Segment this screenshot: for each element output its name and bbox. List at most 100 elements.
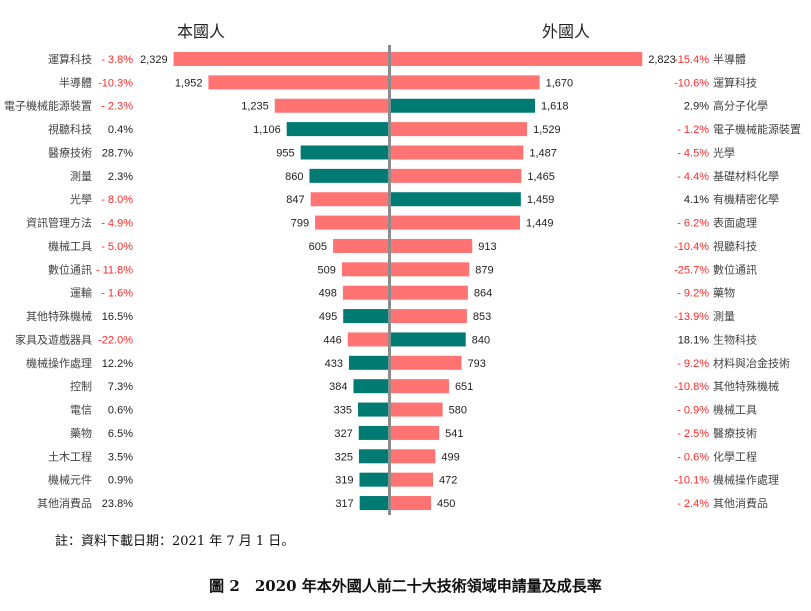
value-label: 319: [335, 475, 353, 487]
value-label: 327: [334, 428, 352, 440]
value-label: 864: [474, 288, 492, 300]
growth-label: - 2.5%: [677, 428, 709, 440]
category-label: 光學: [713, 145, 735, 159]
growth-label: 2.9%: [684, 101, 709, 113]
category-label: 視聽科技: [713, 239, 757, 253]
value-label: 325: [335, 451, 353, 463]
growth-label: - 1.6%: [101, 288, 133, 300]
domestic-bar: [309, 168, 389, 183]
category-label: 電信: [70, 404, 92, 417]
category-label: 材料與冶金技術: [713, 356, 790, 370]
growth-label: 0.9%: [108, 475, 133, 487]
foreign-bar: [391, 168, 522, 183]
category-label: 機械元件: [48, 473, 92, 487]
category-label: 生物科技: [713, 332, 757, 346]
foreign-bar: [391, 192, 521, 207]
growth-label: 28.7%: [102, 147, 133, 159]
right-panel-title: 外國人: [542, 22, 591, 41]
category-label: 機械操作處理: [713, 473, 779, 487]
value-label: 495: [319, 311, 337, 323]
value-label: 1,618: [541, 101, 569, 113]
category-label: 電子機械能源裝置: [713, 122, 801, 136]
growth-label: - 11.8%: [96, 264, 133, 276]
growth-label: - 9.2%: [677, 288, 709, 300]
domestic-bar: [358, 449, 389, 464]
value-label: 879: [475, 264, 493, 276]
foreign-bar: [391, 449, 436, 464]
category-label: 數位通訊: [48, 262, 92, 276]
growth-label: - 2.4%: [677, 498, 709, 510]
domestic-bar: [341, 262, 389, 277]
growth-label: 16.5%: [102, 311, 133, 323]
value-label: 433: [325, 358, 343, 370]
growth-label: 7.3%: [108, 381, 133, 393]
foreign-bar: [391, 496, 432, 511]
value-label: 1,670: [546, 77, 574, 89]
category-label: 運算科技: [48, 52, 92, 66]
category-label: 機械工具: [48, 239, 92, 253]
growth-label: - 1.2%: [677, 124, 709, 136]
value-label: 847: [286, 194, 304, 206]
growth-label: 4.1%: [684, 194, 709, 206]
domestic-bar: [310, 192, 389, 207]
growth-label: - 8.0%: [101, 194, 133, 206]
value-label: 384: [329, 381, 347, 393]
foreign-bar: [391, 98, 536, 113]
value-label: 955: [276, 147, 294, 159]
domestic-bar: [286, 122, 389, 137]
category-label: 機械操作處理: [26, 356, 92, 370]
value-label: 450: [437, 498, 455, 510]
value-label: 2,329: [140, 54, 168, 66]
value-label: 541: [445, 428, 463, 440]
value-label: 1,952: [175, 77, 203, 89]
domestic-bar: [208, 75, 389, 90]
growth-label: - 2.3%: [101, 101, 133, 113]
value-label: 799: [291, 218, 309, 230]
growth-label: - 9.2%: [677, 358, 709, 370]
value-label: 860: [285, 171, 303, 183]
value-label: 605: [309, 241, 327, 253]
category-label: 視聽科技: [48, 122, 92, 136]
foreign-bar: [391, 425, 440, 440]
category-label: 運輸: [70, 286, 92, 300]
category-label: 測量: [70, 169, 92, 183]
foreign-bar: [391, 215, 520, 230]
growth-label: - 4.4%: [677, 171, 709, 183]
value-label: 1,235: [241, 101, 269, 113]
domestic-bar: [342, 285, 389, 300]
domestic-bar: [348, 355, 389, 370]
value-label: 793: [468, 358, 486, 370]
domestic-bar: [343, 309, 389, 324]
foreign-bar: [391, 472, 434, 487]
growth-label: - 6.2%: [677, 218, 709, 230]
domestic-bar: [173, 52, 389, 66]
growth-label: -10.8%: [674, 381, 709, 393]
growth-label: 3.5%: [108, 451, 133, 463]
value-label: 1,487: [529, 147, 557, 159]
foreign-bar: [391, 309, 467, 324]
foreign-bar: [391, 238, 473, 253]
growth-label: - 5.0%: [101, 241, 133, 253]
value-label: 498: [319, 288, 337, 300]
foreign-bar: [391, 355, 462, 370]
value-label: 1,449: [526, 218, 554, 230]
foreign-bar: [391, 262, 470, 277]
growth-label: -10.4%: [674, 241, 709, 253]
growth-label: 0.6%: [108, 405, 133, 417]
growth-label: -25.7%: [674, 264, 709, 276]
domestic-bar: [347, 332, 389, 347]
category-label: 運算科技: [713, 75, 757, 89]
growth-label: -15.4%: [674, 54, 709, 66]
category-label: 其他消費品: [713, 496, 768, 510]
growth-label: - 0.9%: [677, 405, 709, 417]
value-label: 580: [449, 405, 467, 417]
growth-label: -10.1%: [674, 475, 709, 487]
growth-label: 18.1%: [678, 334, 709, 346]
domestic-bar: [358, 402, 389, 417]
value-label: 472: [439, 475, 457, 487]
category-label: 其他特殊機械: [26, 309, 92, 323]
butterfly-chart: 2,329 - 3.8% 運算科技 1,952 -10.3% 半導體 1,235 - 2.3%…: [4, 45, 801, 515]
category-label: 數位通訊: [713, 262, 757, 276]
category-label: 化學工程: [713, 449, 757, 463]
domestic-bar: [353, 379, 389, 394]
